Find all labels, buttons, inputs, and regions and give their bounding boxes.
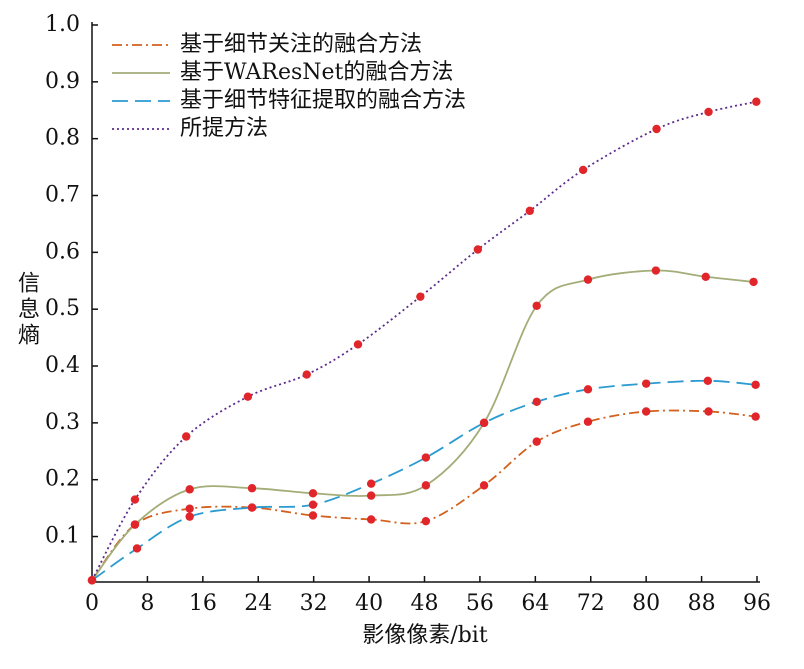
data-point xyxy=(651,266,661,275)
data-point xyxy=(366,515,376,524)
data-point xyxy=(751,412,760,421)
y-tick-label: 0.7 xyxy=(45,183,80,208)
data-point xyxy=(353,340,363,349)
x-tick-label: 24 xyxy=(244,591,272,616)
data-point xyxy=(525,206,534,216)
data-point xyxy=(473,245,483,254)
data-point xyxy=(704,407,713,416)
x-tick-label: 8 xyxy=(140,591,154,616)
data-point xyxy=(308,489,318,498)
series-line xyxy=(91,269,754,581)
data-point xyxy=(652,124,661,134)
x-tick-label: 0 xyxy=(85,591,99,616)
data-point xyxy=(578,165,588,175)
data-point xyxy=(308,511,318,520)
y-tick-label: 0.4 xyxy=(45,353,80,378)
data-point xyxy=(583,275,593,284)
data-point xyxy=(302,370,311,379)
y-tick-label: 0.9 xyxy=(45,69,80,94)
data-point xyxy=(182,432,191,441)
x-tick-label: 16 xyxy=(189,591,217,616)
data-point xyxy=(308,500,318,509)
x-tick-label: 56 xyxy=(466,591,494,616)
y-axis-label: 信息熵 xyxy=(14,271,40,349)
data-point xyxy=(532,301,541,310)
x-tick-label: 80 xyxy=(632,591,660,616)
y-tick-label: 0.3 xyxy=(45,410,80,435)
data-point xyxy=(641,379,651,388)
data-point xyxy=(641,407,651,416)
legend-label: 所提方法 xyxy=(180,116,268,141)
data-point xyxy=(532,397,541,407)
legend-label: 基于细节特征提取的融合方法 xyxy=(180,88,466,113)
data-point xyxy=(749,277,758,287)
data-point xyxy=(247,484,257,493)
x-axis-label: 影像像素/bit xyxy=(362,623,488,648)
y-tick-label: 1.0 xyxy=(45,12,80,37)
data-point xyxy=(130,520,140,529)
data-point xyxy=(583,385,593,394)
data-point xyxy=(752,97,761,106)
data-point xyxy=(185,485,194,494)
x-tick-label: 96 xyxy=(743,591,771,616)
data-point xyxy=(185,512,194,521)
data-point xyxy=(185,504,194,513)
x-tick-label: 32 xyxy=(300,591,328,616)
legend-label: 基于WAResNet的融合方法 xyxy=(180,60,453,85)
data-point xyxy=(479,481,489,490)
data-point xyxy=(751,380,760,389)
data-point xyxy=(243,392,253,401)
y-tick-label: 0.2 xyxy=(45,467,80,492)
data-point xyxy=(421,481,431,490)
x-tick-label: 72 xyxy=(577,591,605,616)
data-point xyxy=(532,437,541,446)
x-tick-label: 64 xyxy=(521,591,549,616)
x-tick-label: 48 xyxy=(411,591,439,616)
x-tick-label: 40 xyxy=(355,591,383,616)
data-point xyxy=(87,576,97,585)
y-tick-label: 0.8 xyxy=(45,126,80,151)
data-point xyxy=(366,479,376,488)
y-tick-label: 0.5 xyxy=(45,296,80,321)
data-point xyxy=(366,491,376,500)
series-line xyxy=(91,100,757,581)
series-line xyxy=(91,409,756,581)
data-point xyxy=(704,107,713,117)
y-tick-label: 0.1 xyxy=(45,524,80,549)
data-point xyxy=(421,516,431,526)
data-point xyxy=(132,544,142,553)
data-point xyxy=(130,495,140,504)
data-point xyxy=(416,292,425,301)
data-point xyxy=(421,453,431,462)
legend-label: 基于细节关注的融合方法 xyxy=(180,32,422,57)
data-point xyxy=(701,272,710,281)
data-point xyxy=(583,417,593,426)
data-point xyxy=(703,376,713,385)
data-point xyxy=(247,503,257,512)
data-point xyxy=(479,418,489,428)
x-tick-label: 88 xyxy=(688,591,716,616)
y-tick-label: 0.6 xyxy=(45,239,80,264)
